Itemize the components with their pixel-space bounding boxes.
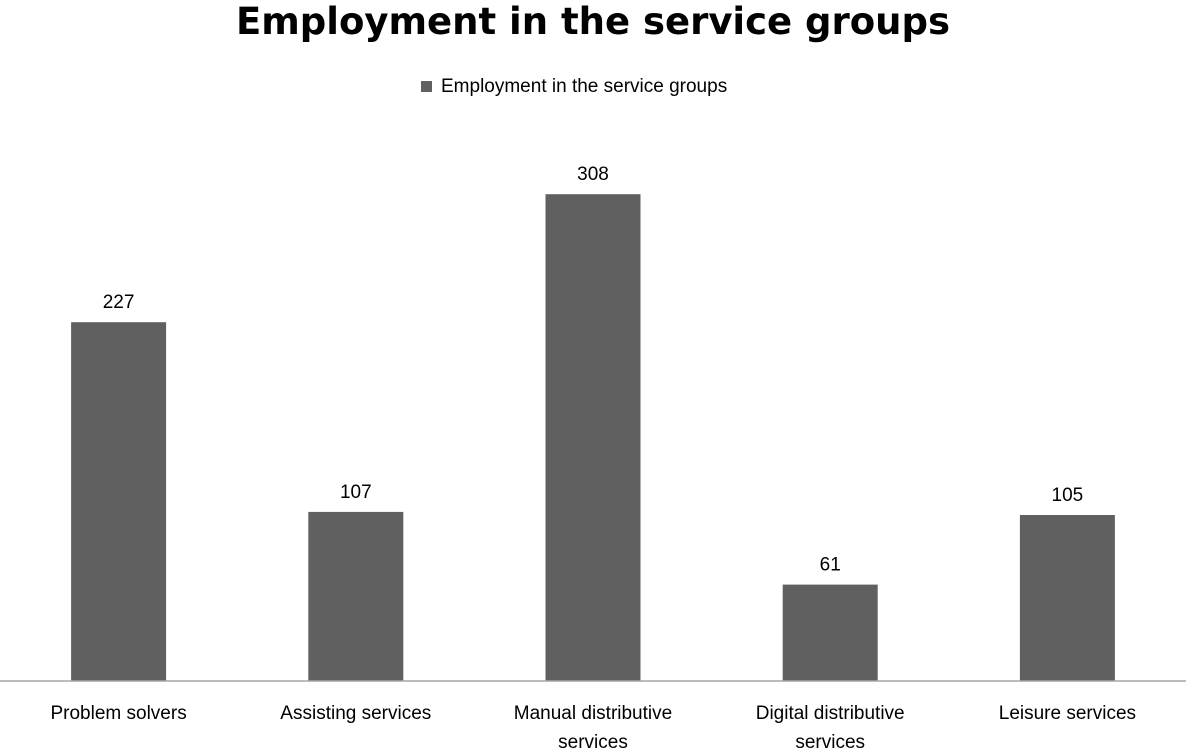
legend-label: Employment in the service groups [441,76,727,97]
bar-problem-solvers [71,322,167,681]
data-label-leisure-services: 105 [1052,485,1084,506]
x-tick-label-manual-distributive-services: Manual distributive services [514,703,672,753]
x-tick-label-line: services [795,732,865,753]
x-axis-tick-labels: Problem solvers Assisting services Manual … [50,703,1136,753]
x-tick-label-leisure-services: Leisure services [999,703,1136,724]
x-tick-label-line: services [558,732,628,753]
x-tick-label-line: Problem solvers [50,703,186,724]
data-label-problem-solvers: 227 [103,292,135,313]
bars [71,194,1115,681]
x-tick-label-line: Leisure services [999,703,1136,724]
x-tick-label-line: Manual distributive [514,703,672,724]
legend: Employment in the service groups [421,76,727,97]
x-tick-label-line: Digital distributive [756,703,905,724]
chart-title: Employment in the service groups [236,0,950,43]
data-label-manual-distributive-services: 308 [577,164,609,185]
bar-leisure-services [1019,515,1115,681]
bar-manual-distributive-services [545,194,641,681]
x-tick-label-line: Assisting services [280,703,431,724]
x-tick-label-digital-distributive-services: Digital distributive services [756,703,905,753]
data-label-assisting-services: 107 [340,482,372,503]
bar-digital-distributive-services [782,584,878,681]
x-tick-label-assisting-services: Assisting services [280,703,431,724]
bar-assisting-services [308,511,404,681]
data-labels: 227 107 308 61 105 [103,164,1084,575]
data-label-digital-distributive-services: 61 [820,555,841,576]
legend-swatch [421,81,432,92]
x-tick-label-problem-solvers: Problem solvers [50,703,186,724]
